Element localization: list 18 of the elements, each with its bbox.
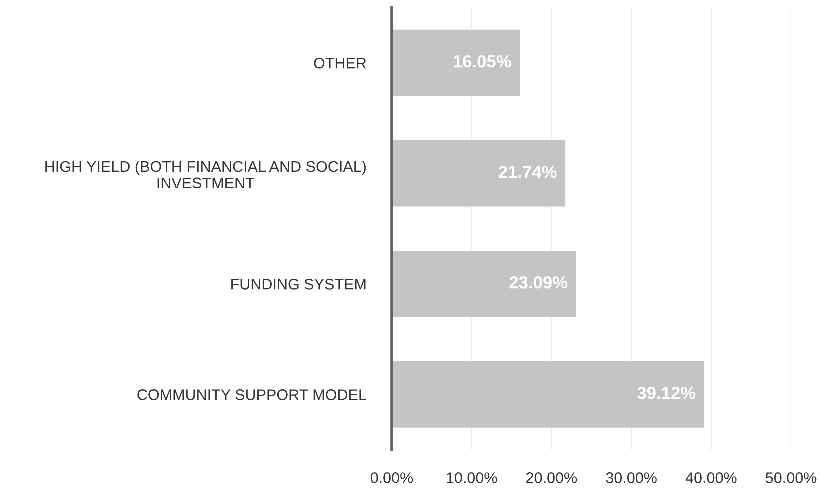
y-tick-label: HIGH YIELD (BOTH FINANCIAL AND SOCIAL) INVESTMENT [46, 160, 366, 189]
x-tick-label: 30.00% [606, 472, 657, 484]
data-label: 21.74% [498, 166, 557, 178]
data-label: 39.12% [638, 387, 696, 400]
y-tick-label: FUNDING SYSTEM [232, 279, 366, 290]
data-label: 16.05% [454, 55, 512, 68]
x-tick-label: 20.00% [526, 472, 578, 484]
bar [392, 362, 704, 428]
bar [392, 30, 520, 96]
x-tick-label: 40.00% [686, 472, 737, 484]
y-tick-label: OTHER [314, 58, 366, 69]
bar [392, 250, 576, 318]
data-label: 23.09% [510, 276, 568, 289]
bar [392, 140, 566, 207]
x-tick-label: 10.00% [447, 472, 498, 484]
x-tick-label: 50.00% [766, 472, 817, 484]
y-tick-label: COMMUNITY SUPPORT MODEL [138, 390, 366, 400]
x-tick-label: 0.00% [370, 472, 414, 484]
